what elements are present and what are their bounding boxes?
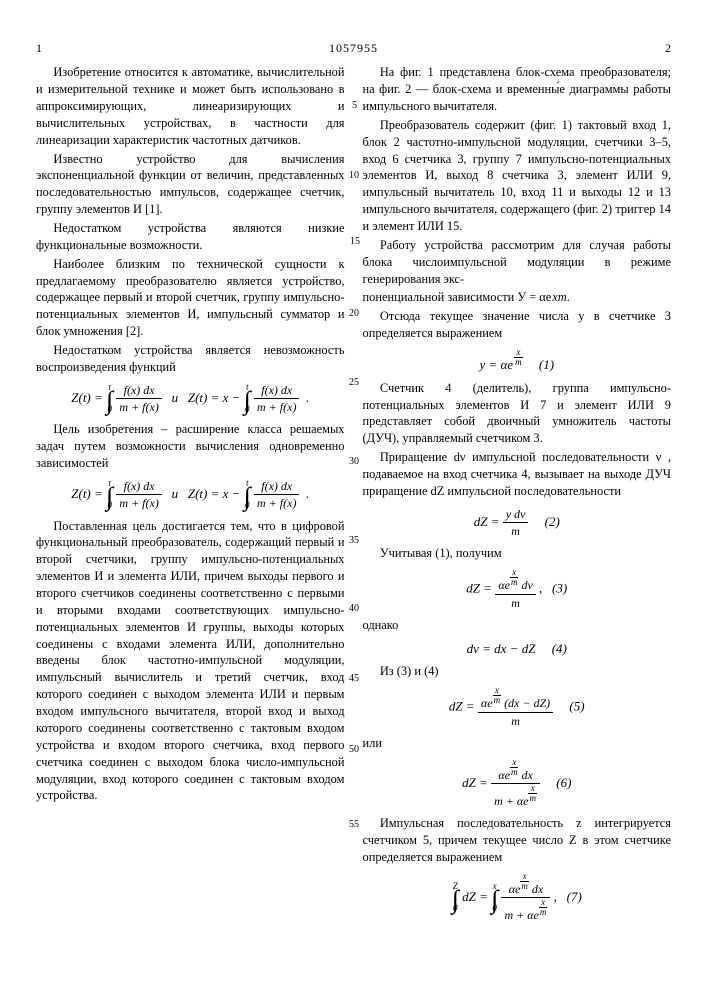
column-left: Изобретение относится к автоматике, вычи… xyxy=(36,64,345,929)
para: Отсюда текущее значение числа y в счетчи… xyxy=(363,308,672,342)
para: Известно устройство для вычисления экспо… xyxy=(36,151,345,218)
line-mark-5: 5 xyxy=(352,99,357,113)
line-mark-40: 40 xyxy=(349,602,359,616)
equation-Zt-2: Z(t) = t∫0 f(x) dxm + f(x) и Z(t) = x − … xyxy=(36,478,345,512)
para: однако xyxy=(363,617,672,634)
para: Наиболее близким по технической сущности… xyxy=(36,256,345,340)
two-column-layout: Изобретение относится к автоматике, вычи… xyxy=(36,64,671,929)
equation-3: dZ = αexm dνm , (3) xyxy=(363,568,672,611)
line-mark-55: 55 xyxy=(349,818,359,832)
para: Поставленная цель достигается тем, что в… xyxy=(36,518,345,805)
equation-Zt-1: Z(t) = t∫0 f(x) dxm + f(x) и Z(t) = x − … xyxy=(36,382,345,416)
line-mark-45: 45 xyxy=(349,672,359,686)
column-right: На фиг. 1 представлена блок-схема преобр… xyxy=(363,64,672,929)
equation-1: y = αexm (1) xyxy=(363,348,672,374)
para: Цель изобретения – расширение класса реш… xyxy=(36,421,345,472)
para: Импульсная последовательность z интегрир… xyxy=(363,815,672,866)
equation-4: dν = dx − dZ (4) xyxy=(363,640,672,658)
para: Недостатком устройства является невозмож… xyxy=(36,342,345,376)
para: Счетчик 4 (делитель), группа импульсно-п… xyxy=(363,380,672,447)
page: 1 1057955 2 5 10 15 20 25 30 35 40 45 50… xyxy=(36,40,671,930)
equation-7: Z∫0 dZ = x∫0 αexm dxm + αexm , (7) xyxy=(363,872,672,924)
line-mark-35: 35 xyxy=(349,534,359,548)
line-mark-25: 25 xyxy=(349,376,359,390)
para: Приращение dν импульсной последовательно… xyxy=(363,449,672,500)
para: Изобретение относится к автоматике, вычи… xyxy=(36,64,345,148)
para: Работу устройства рассмотрим для случая … xyxy=(363,237,672,288)
para: Преобразователь содержит (фиг. 1) тактов… xyxy=(363,117,672,235)
line-mark-50: 50 xyxy=(349,743,359,757)
line-mark-30: 30 xyxy=(349,455,359,469)
equation-2: dZ = y dνm (2) xyxy=(363,506,672,540)
para: Недостатком устройства являются низкие ф… xyxy=(36,220,345,254)
para: или xyxy=(363,735,672,752)
line-mark-15: 15 xyxy=(350,235,360,249)
col-num-right: 2 xyxy=(665,40,671,56)
para: Учитывая (1), получим xyxy=(363,545,672,562)
equation-6: dZ = αexm dxm + αexm (6) xyxy=(363,758,672,810)
para: Из (3) и (4) xyxy=(363,663,672,680)
para: поненциальной зависимости У = αexm. xyxy=(363,289,672,306)
header: 1 1057955 2 xyxy=(36,40,671,56)
para: На фиг. 1 представлена блок-схема преобр… xyxy=(363,64,672,115)
col-num-left: 1 xyxy=(36,40,42,56)
line-mark-20: 20 xyxy=(349,307,359,321)
equation-5: dZ = αexm (dx − dZ)m (5) xyxy=(363,686,672,729)
doc-number: 1057955 xyxy=(329,40,378,56)
line-mark-10: 10 xyxy=(349,169,359,183)
